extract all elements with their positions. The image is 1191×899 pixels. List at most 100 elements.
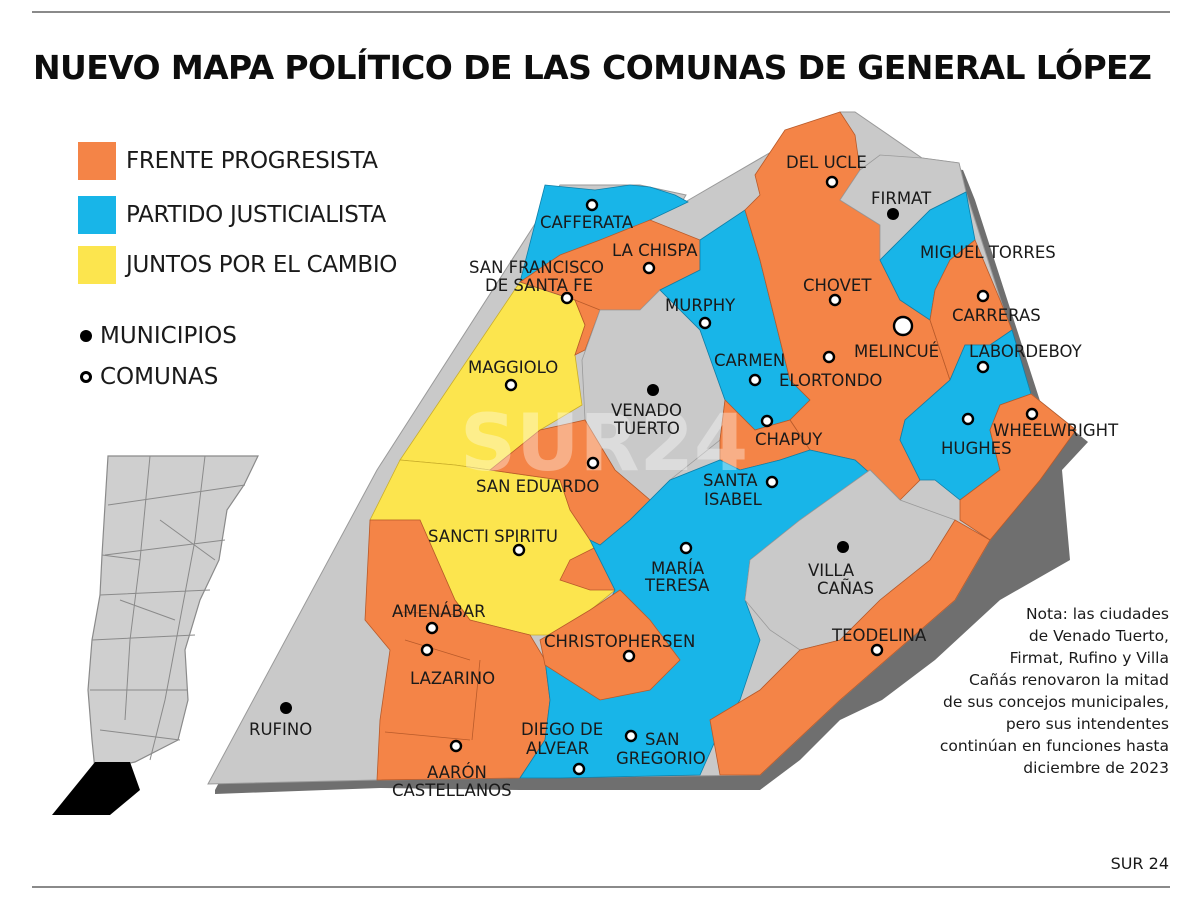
del-ucle-comuna-icon: [825, 175, 839, 189]
elortondo-comuna-icon: [822, 350, 836, 364]
legend-swatch-yellow: [78, 246, 116, 284]
label-maria-teresa-1: MARÍA: [651, 559, 705, 578]
footnote-line: pero sus intendentes: [1005, 715, 1169, 733]
label-santa-isabel-2: ISABEL: [704, 490, 763, 509]
label-wheelwright: WHEELWRIGHT: [993, 421, 1119, 440]
footnote-line: Cañás renovaron la mitad: [968, 671, 1169, 689]
wheelwright-comuna-icon: [1025, 407, 1039, 421]
top-rule: [32, 11, 1170, 13]
christophersen-comuna-icon: [622, 649, 636, 663]
label-san-gregorio-2: GREGORIO: [616, 749, 706, 768]
legend-label: PARTIDO JUSTICIALISTA: [126, 202, 386, 228]
san-gregorio-comuna-icon: [624, 729, 638, 743]
label-melincue: MELINCUÉ: [854, 342, 939, 361]
label-diego-2: ALVEAR: [526, 739, 589, 758]
bottom-rule: [32, 886, 1170, 888]
label-villa-canas-1: VILLA: [808, 561, 855, 580]
legend-municipios: MUNICIPIOS: [80, 323, 237, 349]
label-maggiolo: MAGGIOLO: [468, 358, 558, 377]
label-venado-1: VENADO: [611, 401, 682, 420]
carreras-comuna-icon: [976, 289, 990, 303]
label-venado-2: TUERTO: [613, 419, 680, 438]
label-carreras: CARRERAS: [952, 306, 1041, 325]
label-elortondo: ELORTONDO: [779, 371, 882, 390]
lazarino-comuna-icon: [420, 643, 434, 657]
footnote: Nota: las ciudades de Venado Tuerto, Fir…: [909, 603, 1169, 779]
region-christophersen: [539, 589, 681, 701]
label-diego-1: DIEGO DE: [521, 720, 603, 739]
legend-juntos-por-el-cambio: JUNTOS POR EL CAMBIO: [78, 246, 397, 284]
teodelina-comuna-icon: [870, 643, 884, 657]
label-del-ucle: DEL UCLE: [786, 153, 867, 172]
chapuy-comuna-icon: [760, 414, 774, 428]
hughes-comuna-icon: [961, 412, 975, 426]
san-eduardo-comuna-icon: [586, 456, 600, 470]
la-chispa-comuna-icon: [642, 261, 656, 275]
label-aaron-2: CASTELLANOS: [392, 781, 512, 800]
legend-label: FRENTE PROGRESISTA: [126, 148, 378, 174]
legend-frente-progresista: FRENTE PROGRESISTA: [78, 142, 378, 180]
label-carmen: CARMEN: [714, 351, 785, 370]
footnote-line: de Venado Tuerto,: [1028, 627, 1169, 645]
map-title: NUEVO MAPA POLÍTICO DE LAS COMUNAS DE GE…: [33, 48, 1152, 87]
rufino-municipio-icon: [280, 702, 292, 714]
place-labels: DEL UCLE FIRMAT CAFFERATA LA CHISPA MIGU…: [249, 153, 1119, 800]
label-miguel-torres: MIGUEL TORRES: [920, 243, 1056, 262]
cafferata-comuna-icon: [585, 198, 599, 212]
region-san-eduardo: [489, 419, 651, 591]
label-maria-teresa-2: TERESA: [644, 576, 710, 595]
legend-comunas: COMUNAS: [80, 364, 218, 390]
diego-de-alvear-comuna-icon: [572, 762, 586, 776]
labordeboy-comuna-icon: [976, 360, 990, 374]
label-san-francisco-1: SAN FRANCISCO: [469, 258, 604, 277]
sancti-spiritu-comuna-icon: [512, 543, 526, 557]
santa-fe-inset-map: [52, 455, 259, 815]
label-hughes: HUGHES: [941, 439, 1012, 458]
sur24-watermark: SUR24: [460, 399, 748, 489]
label-labordeboy: LABORDEBOY: [969, 342, 1083, 361]
label-rufino: RUFINO: [249, 720, 312, 739]
carmen-comuna-icon: [748, 373, 762, 387]
municipio-markers: [280, 208, 899, 714]
general-lopez-highlight: [52, 762, 140, 815]
amenabar-comuna-icon: [425, 621, 439, 635]
legend-label: MUNICIPIOS: [100, 323, 237, 349]
label-christophersen: CHRISTOPHERSEN: [544, 632, 695, 651]
legend-swatch-blue: [78, 196, 116, 234]
label-firmat: FIRMAT: [871, 189, 932, 208]
footnote-line: continúan en funciones hasta: [939, 737, 1169, 755]
label-santa-isabel-1: SANTA: [703, 471, 758, 490]
label-lazarino: LAZARINO: [410, 669, 495, 688]
comuna-markers: [420, 175, 1039, 776]
label-sancti-spiritu: SANCTI SPIRITU: [428, 527, 558, 546]
label-san-gregorio-1: SAN: [645, 730, 679, 749]
label-cafferata: CAFFERATA: [540, 213, 634, 232]
firmat-municipio-icon: [887, 208, 899, 220]
label-la-chispa: LA CHISPA: [612, 241, 698, 260]
label-murphy: MURPHY: [665, 296, 736, 315]
label-san-eduardo: SAN EDUARDO: [476, 477, 599, 496]
label-chovet: CHOVET: [803, 276, 872, 295]
footnote-line: Nota: las ciudades: [1025, 605, 1169, 623]
murphy-comuna-icon: [698, 316, 712, 330]
label-teodelina: TEODELINA: [831, 626, 927, 645]
venado-tuerto-municipio-icon: [647, 384, 659, 396]
region-teodelina: [709, 519, 991, 776]
chovet-comuna-icon: [828, 293, 842, 307]
footnote-line: de sus concejos municipales,: [943, 693, 1169, 711]
melincue-comuna-icon: [892, 315, 914, 337]
villa-canas-municipio-icon: [837, 541, 849, 553]
legend-partido-justicialista: PARTIDO JUSTICIALISTA: [78, 196, 386, 234]
label-aaron-1: AARÓN: [427, 763, 487, 782]
region-wheelwright: [959, 393, 1077, 541]
comuna-dot-icon: [80, 371, 92, 383]
footnote-line: diciembre de 2023: [1023, 759, 1169, 777]
footnote-line: Firmat, Rufino y Villa: [1009, 649, 1169, 667]
municipio-dot-icon: [80, 330, 92, 342]
legend-swatch-orange: [78, 142, 116, 180]
label-chapuy: CHAPUY: [755, 430, 823, 449]
label-amenabar: AMENÁBAR: [392, 602, 486, 621]
sfsf-comuna-icon: [560, 291, 574, 305]
legend-label: JUNTOS POR EL CAMBIO: [126, 252, 398, 278]
